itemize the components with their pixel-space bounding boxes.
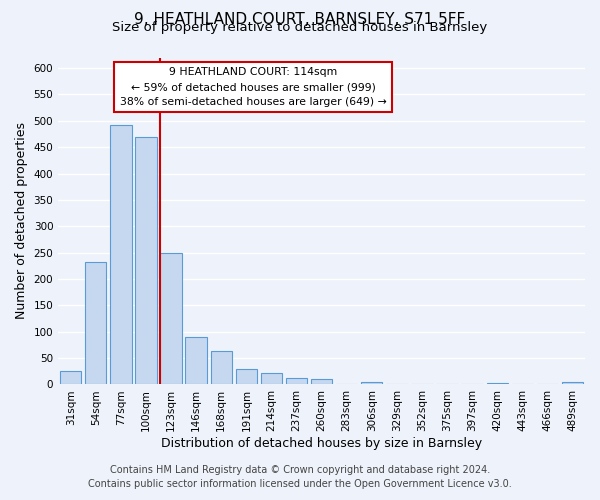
Bar (85, 262, 106, 384)
Bar (361, 382, 382, 384)
Bar (311, 379, 332, 384)
Bar (110, 125, 131, 384)
Bar (286, 378, 307, 384)
Bar (136, 136, 157, 384)
Bar (211, 351, 232, 384)
Bar (487, 383, 508, 384)
Text: 9 HEATHLAND COURT: 114sqm
← 59% of detached houses are smaller (999)
38% of semi: 9 HEATHLAND COURT: 114sqm ← 59% of detac… (120, 68, 386, 107)
Bar (60, 370, 82, 384)
Bar (562, 382, 583, 384)
Text: Contains HM Land Registry data © Crown copyright and database right 2024.
Contai: Contains HM Land Registry data © Crown c… (88, 465, 512, 489)
X-axis label: Distribution of detached houses by size in Barnsley: Distribution of detached houses by size … (161, 437, 482, 450)
Text: 9, HEATHLAND COURT, BARNSLEY, S71 5FF: 9, HEATHLAND COURT, BARNSLEY, S71 5FF (134, 12, 466, 26)
Bar (185, 337, 207, 384)
Bar (236, 368, 257, 384)
Bar (261, 373, 282, 384)
Text: Size of property relative to detached houses in Barnsley: Size of property relative to detached ho… (112, 22, 488, 35)
Y-axis label: Number of detached properties: Number of detached properties (15, 122, 28, 320)
Bar (160, 252, 182, 384)
